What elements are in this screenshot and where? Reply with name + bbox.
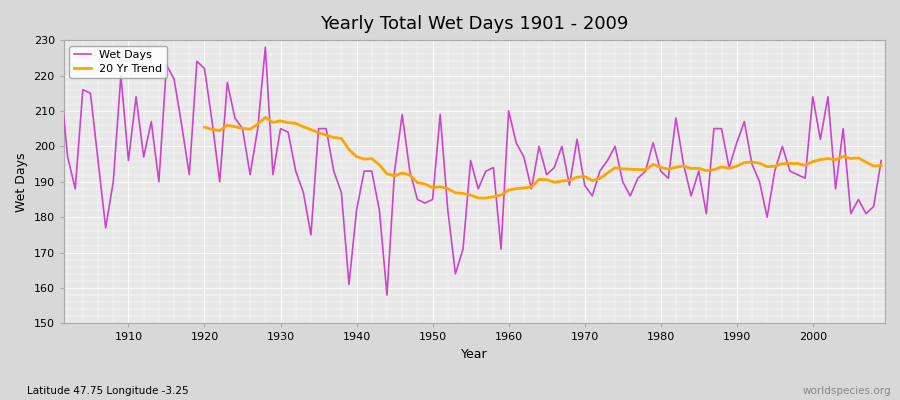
Title: Yearly Total Wet Days 1901 - 2009: Yearly Total Wet Days 1901 - 2009 [320,15,628,33]
Y-axis label: Wet Days: Wet Days [15,152,28,212]
20 Yr Trend [860,160,871,164]
Wet Days [115,73,126,78]
20 Yr Trend [777,161,788,166]
Wet Days [511,140,522,145]
Wet Days [55,77,66,82]
20 Yr Trend [792,161,803,166]
20 Yr Trend [686,166,697,171]
Line: Wet Days: Wet Days [60,47,881,295]
Wet Days [518,154,529,159]
Wet Days [382,293,392,298]
Legend: Wet Days, 20 Yr Trend: Wet Days, 20 Yr Trend [69,46,167,78]
Wet Days [876,158,886,163]
20 Yr Trend [199,125,210,130]
Line: 20 Yr Trend: 20 Yr Trend [204,118,881,198]
20 Yr Trend [260,115,271,120]
X-axis label: Year: Year [461,348,488,361]
Wet Days [609,144,620,149]
20 Yr Trend [876,163,886,168]
Text: worldspecies.org: worldspecies.org [803,386,891,396]
Wet Days [291,169,302,174]
20 Yr Trend [472,196,483,200]
20 Yr Trend [412,180,423,185]
Text: Latitude 47.75 Longitude -3.25: Latitude 47.75 Longitude -3.25 [27,386,189,396]
Wet Days [336,190,346,195]
Wet Days [260,45,271,50]
20 Yr Trend [298,124,309,129]
